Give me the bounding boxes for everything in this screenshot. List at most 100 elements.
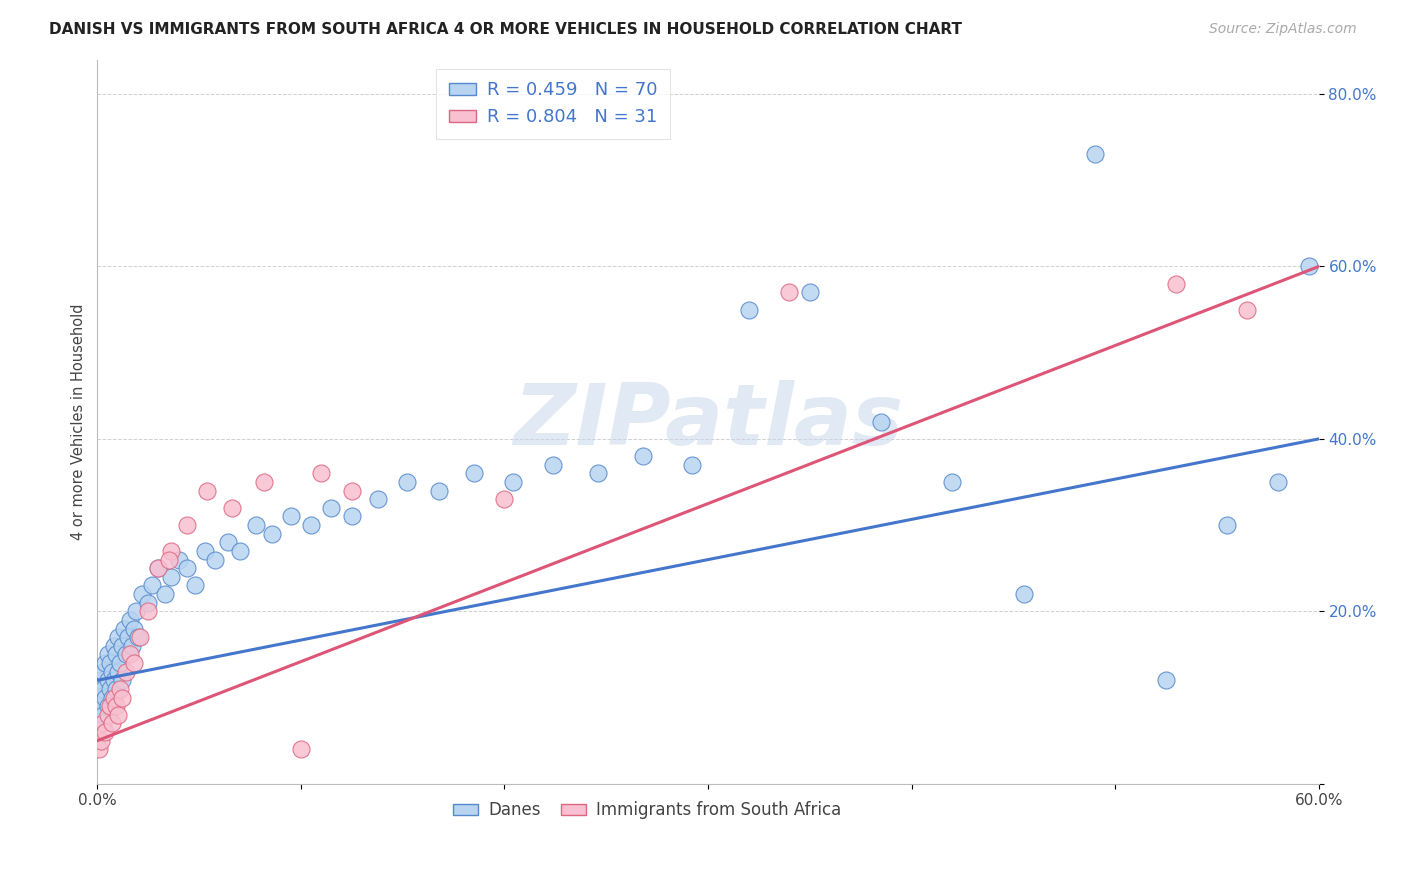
Point — [870, 415, 893, 429]
Point — [122, 622, 145, 636]
Point — [100, 690, 122, 705]
Point — [96, 648, 118, 662]
Point — [253, 475, 276, 489]
Y-axis label: 4 or more Vehicles in Household: 4 or more Vehicles in Household — [72, 303, 86, 540]
Point — [176, 561, 198, 575]
Point — [104, 699, 127, 714]
Point — [103, 673, 125, 688]
Point — [245, 518, 267, 533]
Point — [309, 467, 332, 481]
Point — [194, 544, 217, 558]
Point — [148, 561, 170, 575]
Point — [131, 587, 153, 601]
Point — [159, 570, 181, 584]
Point — [1298, 260, 1320, 274]
Point — [941, 475, 963, 489]
Text: DANISH VS IMMIGRANTS FROM SOUTH AFRICA 4 OR MORE VEHICLES IN HOUSEHOLD CORRELATI: DANISH VS IMMIGRANTS FROM SOUTH AFRICA 4… — [49, 22, 962, 37]
Point — [100, 716, 122, 731]
Point — [494, 492, 516, 507]
Point — [93, 707, 115, 722]
Point — [221, 500, 243, 515]
Point — [217, 535, 239, 549]
Point — [127, 630, 149, 644]
Point — [100, 665, 122, 679]
Point — [96, 673, 118, 688]
Point — [112, 622, 135, 636]
Point — [108, 656, 131, 670]
Point — [103, 639, 125, 653]
Point — [157, 552, 180, 566]
Point — [93, 716, 115, 731]
Point — [321, 500, 343, 515]
Point — [1236, 302, 1258, 317]
Point — [98, 681, 121, 696]
Point — [104, 681, 127, 696]
Point — [631, 449, 654, 463]
Point — [90, 699, 112, 714]
Point — [107, 665, 129, 679]
Point — [262, 526, 284, 541]
Point — [93, 665, 115, 679]
Point — [129, 630, 152, 644]
Point — [340, 483, 363, 498]
Point — [738, 302, 761, 317]
Point — [543, 458, 565, 472]
Text: Source: ZipAtlas.com: Source: ZipAtlas.com — [1209, 22, 1357, 37]
Point — [93, 681, 115, 696]
Point — [117, 630, 139, 644]
Point — [103, 690, 125, 705]
Point — [148, 561, 170, 575]
Point — [778, 285, 800, 300]
Point — [395, 475, 418, 489]
Point — [94, 725, 117, 739]
Point — [89, 690, 111, 705]
Point — [141, 578, 163, 592]
Point — [1166, 277, 1188, 291]
Point — [98, 699, 121, 714]
Point — [184, 578, 207, 592]
Point — [167, 552, 190, 566]
Point — [1216, 518, 1239, 533]
Point — [98, 656, 121, 670]
Point — [1012, 587, 1035, 601]
Point — [367, 492, 389, 507]
Point — [799, 285, 821, 300]
Point — [299, 518, 322, 533]
Point — [1267, 475, 1289, 489]
Point — [463, 467, 485, 481]
Point — [94, 656, 117, 670]
Point — [159, 544, 181, 558]
Point — [125, 604, 148, 618]
Point — [229, 544, 252, 558]
Point — [108, 681, 131, 696]
Point — [1084, 147, 1107, 161]
Point — [94, 690, 117, 705]
Point — [115, 648, 138, 662]
Legend: Danes, Immigrants from South Africa: Danes, Immigrants from South Africa — [447, 795, 848, 826]
Point — [1154, 673, 1177, 688]
Point — [107, 630, 129, 644]
Point — [90, 673, 112, 688]
Point — [340, 509, 363, 524]
Point — [118, 648, 141, 662]
Point — [502, 475, 524, 489]
Point — [176, 518, 198, 533]
Point — [586, 467, 609, 481]
Point — [280, 509, 302, 524]
Point — [107, 707, 129, 722]
Point — [121, 639, 143, 653]
Point — [195, 483, 218, 498]
Point — [153, 587, 176, 601]
Point — [136, 596, 159, 610]
Text: ZIPatlas: ZIPatlas — [513, 380, 903, 463]
Point — [136, 604, 159, 618]
Point — [96, 707, 118, 722]
Point — [122, 656, 145, 670]
Point — [204, 552, 226, 566]
Point — [115, 665, 138, 679]
Point — [104, 648, 127, 662]
Point — [290, 742, 312, 756]
Point — [427, 483, 450, 498]
Point — [111, 673, 134, 688]
Point — [90, 733, 112, 747]
